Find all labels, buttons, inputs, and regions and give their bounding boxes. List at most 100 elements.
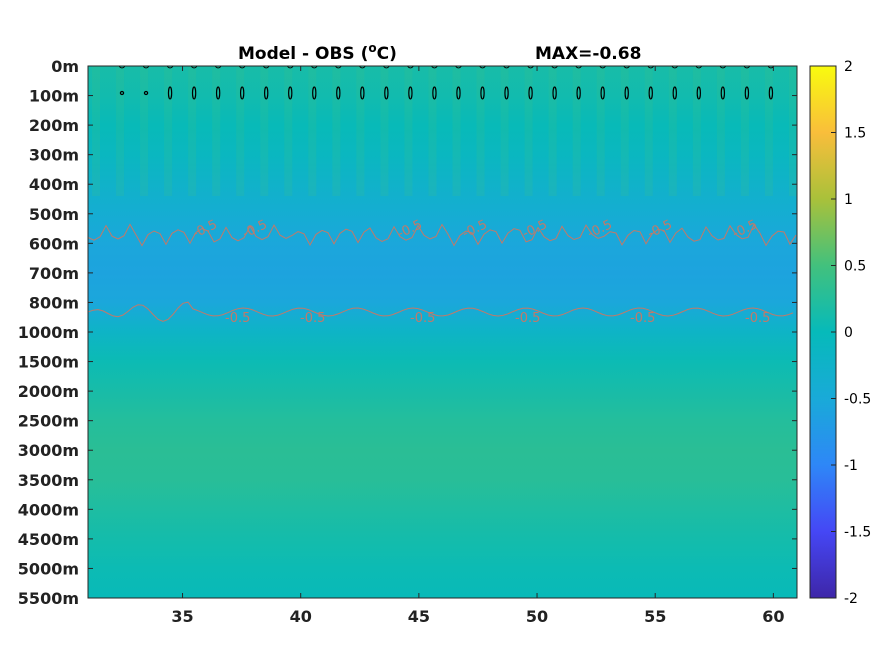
- stripe: [164, 66, 173, 196]
- stripe: [308, 66, 317, 196]
- y-tick-label: 2500m: [18, 412, 79, 431]
- stripe: [140, 66, 149, 196]
- stripe: [92, 66, 100, 196]
- contour-zero: [576, 86, 581, 100]
- x-axis: 35 40 45 50 55 60: [171, 66, 784, 626]
- contour-zero: [743, 66, 751, 69]
- contour-zero: [456, 86, 461, 100]
- contour-zero: [118, 66, 126, 69]
- contour-zero: [119, 90, 125, 96]
- contour-zero: [599, 66, 606, 69]
- chart-max-label: MAX=-0.68: [535, 44, 641, 64]
- contour-zero: [503, 66, 510, 69]
- stripe: [236, 66, 245, 196]
- contour-neg-half-upper: [88, 223, 797, 247]
- colorbar-tick-label: -1.5: [844, 525, 871, 541]
- contour-zero: [384, 86, 389, 100]
- contour-label: -0.5: [630, 311, 655, 326]
- contour-zero: [720, 86, 726, 100]
- y-tick-label: 500m: [29, 205, 79, 224]
- contour-zero: [648, 86, 653, 100]
- y-tick-label: 300m: [29, 146, 79, 165]
- colorbar-tick-label: -1: [844, 458, 858, 474]
- y-tick-label: 4000m: [18, 500, 79, 519]
- stripe: [212, 66, 221, 196]
- x-tick-label: 35: [171, 607, 193, 626]
- contour-zero: [166, 66, 174, 69]
- contour-zero: [455, 66, 462, 69]
- contour-zero: [359, 66, 366, 69]
- contour-zero: [527, 66, 534, 69]
- contour-zero: [623, 66, 631, 69]
- x-tick-label: 50: [526, 607, 548, 626]
- contour-zero: [480, 86, 485, 100]
- contour-zero: [262, 66, 270, 69]
- contour-zero: [671, 66, 679, 69]
- y-tick-label: 1000m: [18, 323, 79, 342]
- contour-label: -0.5: [225, 311, 250, 326]
- contour-zero: [768, 86, 774, 100]
- contour-zero: [143, 90, 149, 96]
- stripe: [500, 66, 509, 196]
- chart-title: Model - OBS (oC): [238, 41, 397, 64]
- x-tick-label: 40: [290, 607, 312, 626]
- contour-zero: [407, 66, 414, 69]
- contour-zero: [191, 86, 197, 100]
- contour-zero: [408, 86, 413, 100]
- contour-zero: [288, 86, 293, 100]
- y-tick-label: 3000m: [18, 441, 79, 460]
- stripe: [716, 66, 725, 196]
- surface-stripes: [92, 66, 797, 196]
- contour-zero: [215, 86, 221, 100]
- stripe: [428, 66, 437, 196]
- colorbar-tick-label: 2: [844, 59, 853, 75]
- contour-zero: [142, 66, 150, 69]
- y-tick-label: 1500m: [18, 353, 79, 372]
- colorbar-tick-label: 0.5: [844, 259, 866, 275]
- contour-zero: [383, 66, 390, 69]
- stripe: [332, 66, 341, 196]
- y-tick-label: 700m: [29, 264, 79, 283]
- x-tick-label: 45: [408, 607, 430, 626]
- contour-label: -0.5: [300, 311, 325, 326]
- contour-zero: [600, 86, 605, 100]
- contour-zero: [264, 86, 269, 100]
- colorbar-tick-label: 0: [844, 325, 853, 341]
- x-tick-label: 60: [762, 607, 784, 626]
- x-tick-label: 55: [644, 607, 666, 626]
- contour-label: -0.5: [410, 311, 435, 326]
- stripe: [476, 66, 485, 196]
- contour-zero: [696, 86, 702, 100]
- contour-zero: [624, 86, 629, 100]
- stripe: [404, 66, 413, 196]
- contour-zero: [334, 66, 342, 69]
- colorbar-tick-label: 1.5: [844, 126, 866, 142]
- y-tick-label: 100m: [29, 87, 79, 106]
- y-tick-label: 4500m: [18, 530, 79, 549]
- contour-zero: [479, 66, 486, 69]
- colorbar-tick-label: -2: [844, 591, 858, 607]
- contour-zero: [312, 86, 317, 100]
- contour-zero: [310, 66, 318, 69]
- contour-zero: [719, 66, 727, 69]
- y-tick-label: 3500m: [18, 471, 79, 490]
- stripe: [668, 66, 677, 196]
- stripe: [620, 66, 629, 196]
- stripe: [452, 66, 461, 196]
- contour-neg-half-lower: [88, 301, 794, 322]
- contour-zero: [167, 86, 173, 100]
- contour-zero: [238, 66, 246, 69]
- stripe: [260, 66, 269, 196]
- y-axis: 0m 100m 200m 300m 400m 500m 600m 700m 800m 1000m 1…: [18, 57, 797, 608]
- contour-zero: [336, 86, 341, 100]
- contour-zero: [431, 66, 438, 69]
- y-tick-label: 0m: [51, 57, 79, 76]
- contour-zero: [552, 86, 557, 100]
- colorbar-ticks: 2 1.5 1 0.5 0 -0.5 -1 -1.5 -2: [831, 59, 871, 607]
- contour-lines: [88, 66, 797, 322]
- colorbar-tick-label: -0.5: [844, 392, 871, 408]
- contour-zero: [744, 86, 750, 100]
- stripe: [188, 66, 197, 196]
- stripe: [764, 66, 773, 196]
